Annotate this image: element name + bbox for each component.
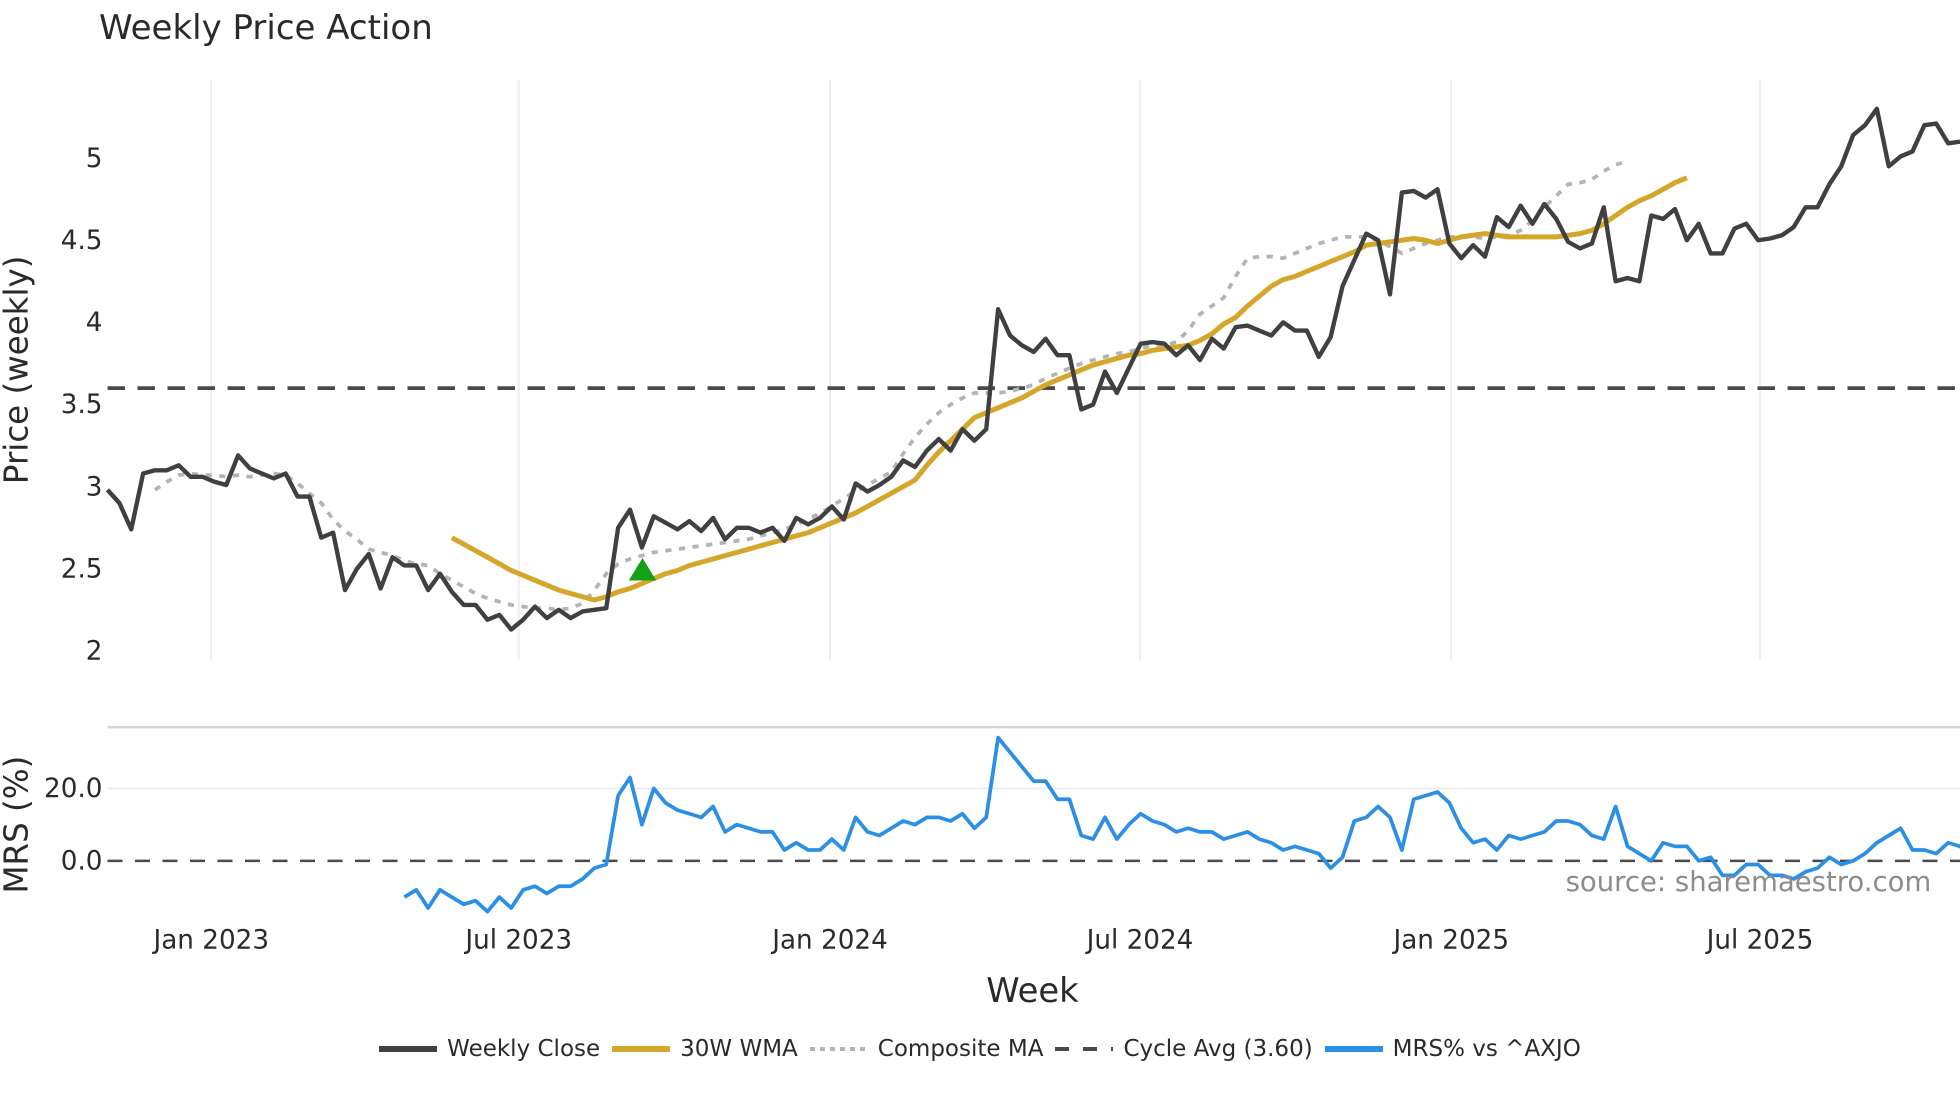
price-tick-label: 4 [86,308,103,338]
legend-label: Cycle Avg (3.60) [1123,1036,1313,1062]
legend-item-close[interactable]: Weekly Close [379,1036,600,1062]
mrs-tick-label: 20.0 [44,774,102,804]
legend-swatch-icon [1324,1046,1383,1052]
source-watermark: source: sharemaestro.com [1566,866,1932,898]
x-tick-label: Jul 2023 [463,925,572,955]
legend-label: MRS% vs ^AXJO [1392,1036,1581,1062]
legend-item-cycle[interactable]: Cycle Avg (3.60) [1055,1036,1313,1062]
price-tick-label: 3 [86,472,103,502]
legend-label: Composite MA [877,1036,1044,1062]
price-tick-label: 4.5 [61,226,103,256]
price-y-ticks: 2 2.5 3 3.5 4 4.5 5 [61,144,103,667]
weekly-close-line [105,106,1960,632]
mrs-axis-label: MRS (%) [0,756,36,894]
legend-item-mrs[interactable]: MRS% vs ^AXJO [1324,1036,1581,1062]
price-tick-label: 5 [86,144,103,174]
price-tick-label: 2.5 [61,555,103,585]
x-tick-label: Jul 2024 [1085,925,1194,955]
price-tick-label: 3.5 [61,390,103,420]
mrs-series [107,735,1960,914]
legend: Weekly Close 30W WMA Composite MA Cycle Avg… [0,1036,1960,1062]
mrs-line [403,735,1960,914]
price-axis-label: Price (weekly) [0,256,36,484]
legend-swatch-icon [379,1046,438,1052]
price-tick-label: 2 [86,637,103,667]
legend-swatch-icon [1055,1047,1114,1051]
mrs-tick-label: 0.0 [61,847,103,877]
chart-title: Weekly Price Action [99,8,433,48]
x-tick-label: Jan 2023 [151,925,269,955]
mrs-y-ticks: 0.0 20.0 [44,774,102,876]
buy-signal-marker-icon [628,557,657,581]
legend-swatch-icon [612,1046,671,1052]
grid-lines [107,79,1960,790]
composite-ma-line [153,159,1629,612]
legend-label: Weekly Close [447,1036,601,1062]
x-axis-ticks: Jan 2023 Jul 2023 Jan 2024 Jul 2024 Jan 2025… [151,925,1813,955]
wma-30w-line [450,175,1688,603]
price-series [105,106,1960,632]
x-tick-label: Jan 2025 [1391,925,1509,955]
x-axis-label: Week [986,971,1079,1010]
x-tick-label: Jul 2025 [1705,925,1814,955]
legend-item-composite[interactable]: Composite MA [809,1036,1044,1062]
x-tick-label: Jan 2024 [770,925,888,955]
legend-swatch-icon [809,1047,868,1051]
legend-item-wma[interactable]: 30W WMA [612,1036,798,1062]
legend-label: 30W WMA [680,1036,798,1062]
